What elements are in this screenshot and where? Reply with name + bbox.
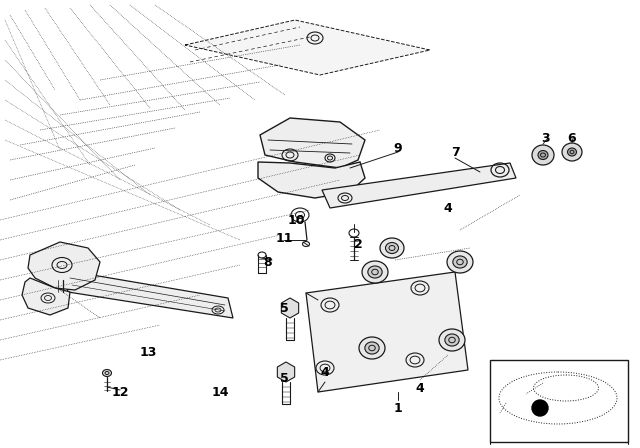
Polygon shape <box>258 162 365 198</box>
Text: 10: 10 <box>287 214 305 227</box>
Ellipse shape <box>385 242 399 254</box>
Text: 4: 4 <box>321 366 330 379</box>
Polygon shape <box>322 163 516 208</box>
Polygon shape <box>277 362 294 382</box>
Polygon shape <box>22 278 70 315</box>
Text: 8: 8 <box>264 255 272 268</box>
Ellipse shape <box>453 256 467 268</box>
Ellipse shape <box>359 337 385 359</box>
Ellipse shape <box>568 148 577 156</box>
Ellipse shape <box>102 370 111 376</box>
Ellipse shape <box>532 145 554 165</box>
Text: 11: 11 <box>275 232 292 245</box>
Ellipse shape <box>445 334 459 346</box>
Text: 6: 6 <box>568 132 576 145</box>
Polygon shape <box>306 272 468 392</box>
Text: 4: 4 <box>415 382 424 395</box>
Text: 1: 1 <box>394 401 403 414</box>
Ellipse shape <box>562 143 582 161</box>
Bar <box>490 360 628 442</box>
Polygon shape <box>282 298 299 318</box>
Text: 5: 5 <box>280 371 289 384</box>
Ellipse shape <box>362 261 388 283</box>
Text: 7: 7 <box>451 146 460 159</box>
Polygon shape <box>28 242 100 290</box>
Text: 4: 4 <box>444 202 452 215</box>
Ellipse shape <box>439 329 465 351</box>
Ellipse shape <box>538 151 548 159</box>
Text: 13: 13 <box>140 345 157 358</box>
Text: 3: 3 <box>541 132 550 145</box>
Text: 2: 2 <box>354 238 362 251</box>
Ellipse shape <box>380 238 404 258</box>
Text: 9: 9 <box>394 142 403 155</box>
Circle shape <box>532 400 548 416</box>
Text: 12: 12 <box>111 385 129 399</box>
Text: 5: 5 <box>280 302 289 314</box>
Polygon shape <box>63 270 233 318</box>
Ellipse shape <box>365 342 379 354</box>
Polygon shape <box>185 20 430 75</box>
Ellipse shape <box>447 251 473 273</box>
Ellipse shape <box>368 266 382 278</box>
Text: 14: 14 <box>211 385 228 399</box>
Polygon shape <box>260 118 365 168</box>
